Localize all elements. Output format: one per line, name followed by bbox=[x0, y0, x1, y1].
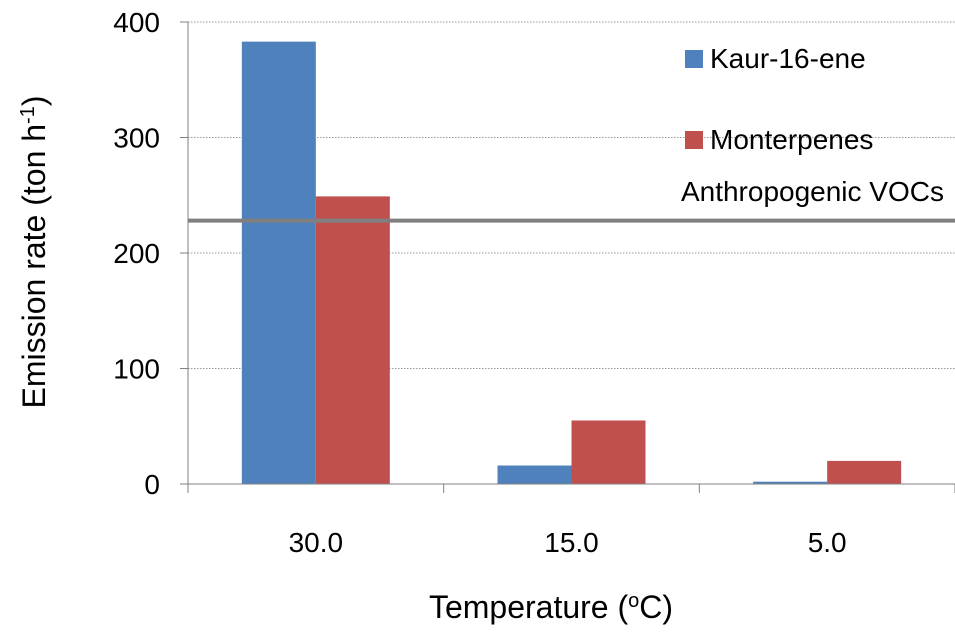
legend-label-kaur-16-ene: Kaur-16-ene bbox=[710, 43, 866, 74]
x-axis-title-superscript: o bbox=[628, 590, 639, 612]
bar-monterpenes-1 bbox=[571, 420, 646, 484]
y-axis-title-tail: ) bbox=[16, 95, 52, 106]
axes bbox=[180, 21, 955, 493]
x-axis-title: Temperature (oC) bbox=[429, 589, 673, 625]
x-axis-title-main: Temperature ( bbox=[429, 589, 629, 625]
bar-kaur-16-ene-0 bbox=[241, 41, 316, 484]
bar-kaur-16-ene-2 bbox=[753, 481, 828, 484]
x-tick-label: 30.0 bbox=[289, 527, 344, 558]
y-tick-label: 400 bbox=[113, 7, 160, 38]
y-tick-label: 100 bbox=[113, 354, 160, 385]
y-axis-title-superscript: -1 bbox=[17, 106, 39, 124]
legend: Kaur-16-ene Monterpenes bbox=[685, 43, 873, 155]
y-tick-label: 200 bbox=[113, 238, 160, 269]
bar-monterpenes-2 bbox=[827, 460, 902, 484]
bar-monterpenes-0 bbox=[315, 196, 390, 484]
y-axis-title: Emission rate (ton h-1) bbox=[16, 95, 52, 408]
gridlines bbox=[188, 21, 955, 369]
bars bbox=[241, 41, 902, 484]
y-axis-title-main: Emission rate (ton h bbox=[16, 124, 52, 409]
tick-labels: 0 100 200 300 400 30.0 15.0 5.0 bbox=[113, 7, 846, 558]
x-tick-label: 5.0 bbox=[808, 527, 847, 558]
legend-swatch-monterpenes bbox=[685, 131, 703, 149]
legend-label-monterpenes: Monterpenes bbox=[710, 124, 873, 155]
y-tick-label: 0 bbox=[144, 469, 160, 500]
x-tick-label: 15.0 bbox=[544, 527, 599, 558]
bar-kaur-16-ene-1 bbox=[497, 465, 572, 484]
legend-swatch-kaur-16-ene bbox=[685, 50, 703, 68]
x-axis-title-tail: C) bbox=[639, 589, 673, 625]
reference-line-label: Anthropogenic VOCs bbox=[681, 176, 944, 207]
y-tick-label: 300 bbox=[113, 123, 160, 154]
